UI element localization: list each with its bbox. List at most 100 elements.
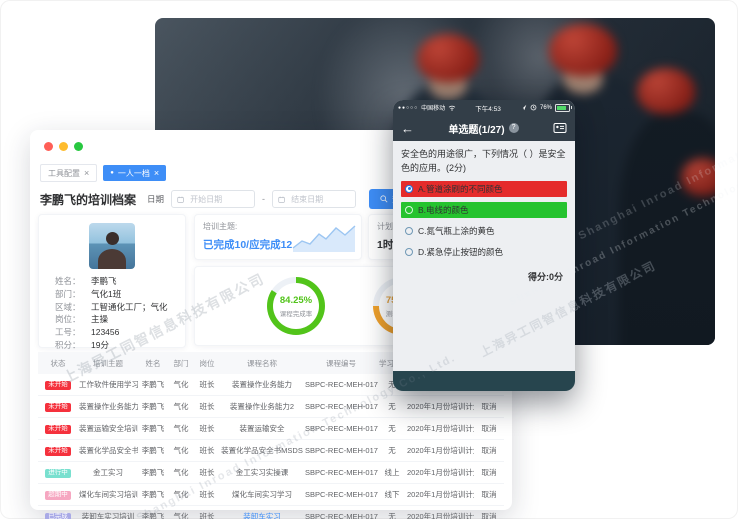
cell-topic: 装置运输安全培训 — [78, 417, 138, 440]
field-label: 区域： — [55, 301, 81, 312]
cell-code: SBPC-REC-MEH-017 — [304, 505, 378, 519]
cell-post: 班长 — [194, 395, 220, 418]
close-tab-icon[interactable]: × — [84, 167, 90, 178]
status-badge: 未开始 — [45, 380, 71, 390]
red-helmet — [681, 158, 715, 196]
field-label: 岗位： — [55, 314, 81, 325]
cell-course: 金工实习实操课 — [220, 461, 304, 484]
cell-topic: 装置化学品安全书MSDS — [78, 439, 138, 462]
cancel-action[interactable]: 取消 — [481, 468, 497, 477]
table-row: 已完成 装卸车实习培训 李鹏飞 气化 班长 装卸车实习 SBPC-REC-MEH… — [38, 505, 504, 519]
profile-dept: 气化1班 — [91, 288, 122, 299]
carrier-label: 中国移动 — [421, 106, 446, 112]
minimize-window-button[interactable] — [59, 142, 68, 151]
status-badge: 未开始 — [45, 446, 71, 456]
calendar-icon — [177, 196, 184, 203]
col-dept: 部门 — [168, 352, 194, 374]
end-date-input[interactable] — [272, 190, 357, 208]
question-text: 安全色的用途很广，下列情况（ ）是安全色的应用。(2分) — [401, 149, 566, 173]
back-arrow-icon[interactable]: ← — [401, 120, 414, 136]
cancel-action[interactable]: 取消 — [481, 446, 497, 455]
page-title: 李鹏飞的培训档案 — [40, 192, 137, 207]
col-name: 姓名 — [138, 352, 168, 374]
red-helmet — [417, 34, 479, 82]
cell-course: 装置运输安全 — [220, 417, 304, 440]
end-date-field[interactable] — [289, 193, 351, 205]
gauge-value: 84.25% — [279, 294, 313, 306]
col-code: 课程编号 — [304, 352, 378, 374]
quiz-body: 安全色的用途很广，下列情况（ ）是安全色的应用。(2分) A.管道涂刷的不同颜色… — [393, 141, 575, 283]
search-icon — [380, 195, 388, 203]
phone-status-bar: ●●○○○ 中国移动 下午4:53 76% — [393, 100, 575, 115]
cancel-action[interactable]: 取消 — [481, 490, 497, 499]
zoom-window-button[interactable] — [74, 142, 83, 151]
radio-icon — [405, 226, 413, 235]
topic-progress-value: 已完成10/应完成12 — [203, 239, 293, 251]
table-row: 未开始 装置化学品安全书MSDS 李鹏飞 气化 班长 装置化学品安全书MSDS … — [38, 439, 504, 462]
profile-area: 工智通化工厂；气化 — [91, 301, 168, 312]
profile-points: 19分 — [91, 339, 109, 350]
wifi-icon — [448, 105, 456, 111]
gauge-label: 课程完成率 — [279, 310, 313, 318]
cell-name: 李鹏飞 — [138, 395, 168, 418]
cell-dept: 气化 — [168, 483, 194, 506]
cell-name: 李鹏飞 — [138, 417, 168, 440]
start-date-field[interactable] — [188, 193, 250, 205]
cell-dept: 气化 — [168, 374, 194, 396]
cell-topic: 工作软件使用学习 — [78, 374, 138, 396]
cell-mode: 无 — [378, 439, 406, 462]
close-tab-icon[interactable]: × — [153, 167, 160, 178]
cell-mode: 线上 — [378, 461, 406, 484]
signal-strength-icon: ●●○○○ — [398, 104, 419, 111]
answer-card-icon[interactable] — [553, 122, 567, 134]
topic-label: 培训主题: — [203, 222, 238, 231]
table-row: 超期中 煤化车间实习培训 李鹏飞 气化 班长 煤化车间实习学习 SBPC-REC… — [38, 483, 504, 506]
cancel-action[interactable]: 取消 — [481, 424, 497, 433]
tab-tool-config[interactable]: 工具配置 × — [40, 164, 98, 182]
cancel-action[interactable]: 取消 — [481, 512, 497, 519]
table-row: 未开始 工作软件使用学习 李鹏飞 气化 班长 装置操作业务能力 SBPC-REC… — [38, 374, 504, 396]
option-b[interactable]: B.电线的颜色 — [401, 201, 567, 218]
cell-plan: 2020年1月份培训计划 — [406, 461, 474, 484]
help-icon[interactable]: ? — [508, 123, 519, 133]
close-window-button[interactable] — [44, 142, 53, 151]
option-d-label: D.紧急停止按钮的颜色 — [418, 246, 504, 257]
table-row: 未开始 装置操作业务能力2 李鹏飞 气化 班长 装置操作业务能力2 SBPC-R… — [38, 395, 504, 418]
date-filter-label: 日期 — [147, 194, 165, 204]
cancel-action[interactable]: 取消 — [481, 402, 497, 411]
sparkline-chart — [292, 225, 356, 252]
cell-plan: 2020年1月份培训计划 — [406, 483, 474, 506]
course-link[interactable]: 装卸车实习 — [243, 512, 281, 519]
cell-name: 李鹏飞 — [138, 374, 168, 396]
course-table: 状态 培训主题 姓名 部门 岗位 课程名称 课程编号 学习方式 培训计划 操作 — [38, 352, 504, 519]
option-c[interactable]: C.氮气瓶上涂的黄色 — [401, 223, 567, 239]
tab-bar: 工具配置 × ● 一人一档 × — [40, 164, 167, 182]
status-badge: 进行中 — [45, 468, 71, 478]
field-label: 部门： — [55, 288, 81, 299]
cell-topic: 金工实习 — [78, 461, 138, 484]
status-badge: 已完成 — [45, 512, 71, 519]
cell-code: SBPC-REC-MEH-017 — [304, 439, 378, 462]
cell-dept: 气化 — [168, 505, 194, 519]
cell-post: 班长 — [194, 439, 220, 462]
option-d[interactable]: D.紧急停止按钮的颜色 — [401, 244, 567, 260]
tab-person-archive[interactable]: ● 一人一档 × — [103, 165, 167, 181]
start-date-input[interactable] — [171, 190, 256, 208]
avatar — [89, 223, 135, 269]
cell-topic: 装卸车实习培训 — [78, 505, 138, 519]
cell-dept: 气化 — [168, 395, 194, 418]
red-helmet — [637, 68, 695, 114]
cell-post: 班长 — [194, 461, 220, 484]
score-text: 得分:0分 — [527, 271, 563, 282]
option-a[interactable]: A.管道涂刷的不同颜色 — [401, 180, 567, 197]
cell-name: 李鹏飞 — [138, 483, 168, 506]
window-controls — [44, 142, 83, 151]
radio-icon — [405, 247, 413, 256]
radio-selected-icon — [405, 184, 413, 193]
cell-post: 班长 — [194, 505, 220, 519]
calendar-icon — [278, 196, 285, 203]
cell-post: 班长 — [194, 417, 220, 440]
cell-dept: 气化 — [168, 439, 194, 462]
cell-mode: 无 — [378, 417, 406, 440]
date-range-separator: - — [262, 194, 266, 204]
